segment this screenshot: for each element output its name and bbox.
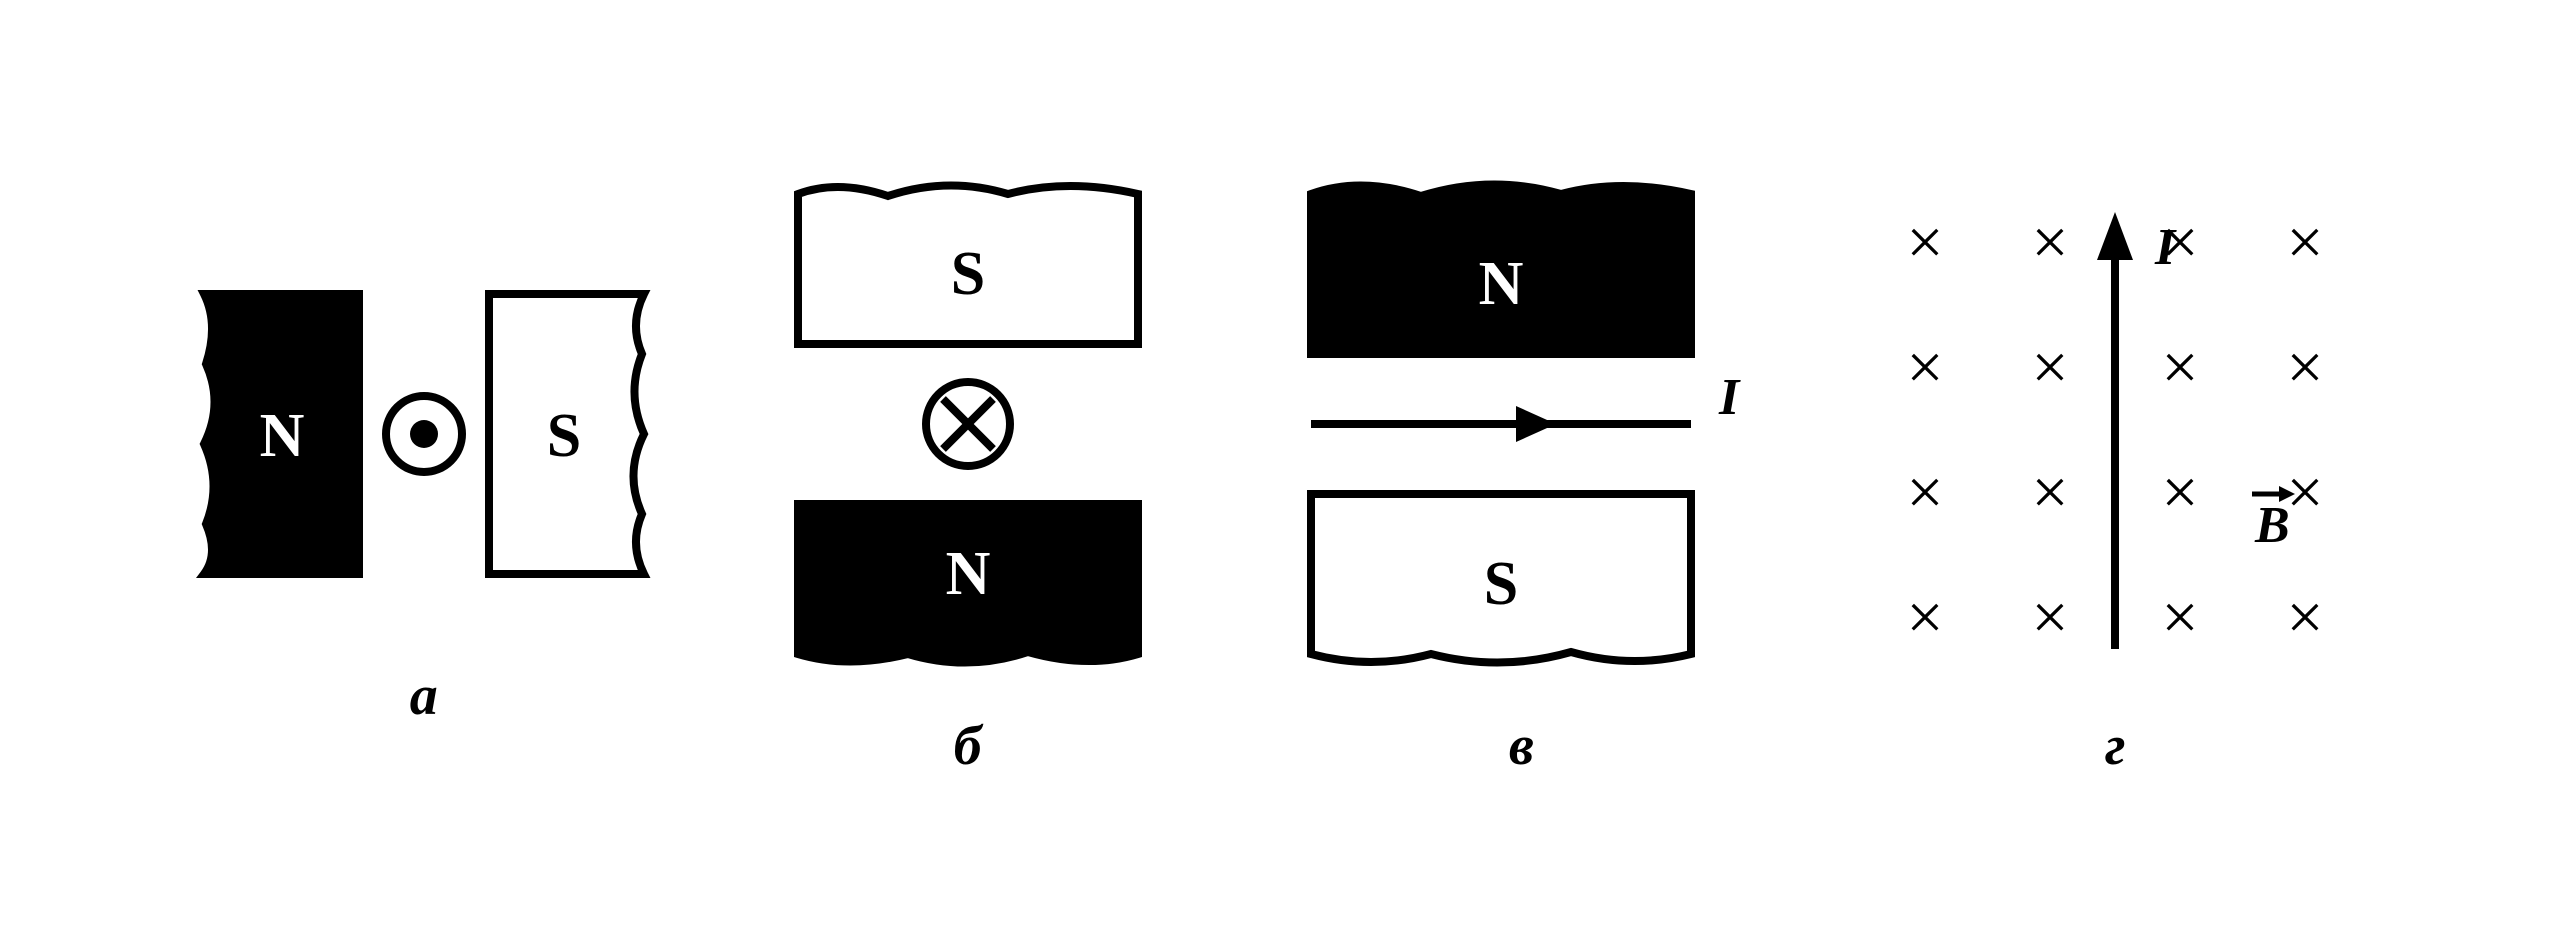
panel-v: N S I в (1281, 164, 1761, 778)
magnet-n-bottom-label: N (945, 540, 990, 608)
magnet-n-top-label: N (1479, 250, 1524, 318)
panel-b-label: б (954, 714, 982, 778)
magnet-s-top-label: S (950, 240, 984, 308)
field-cross: × (2032, 331, 2069, 404)
panel-g-label: г (2105, 714, 2126, 778)
field-cross: × (2287, 581, 2324, 654)
panel-g: × × × × × × × × × × × × × × × × I B г (1855, 164, 2375, 778)
current-arrowhead-up (2097, 212, 2133, 260)
diagram-g: × × × × × × × × × × × × × × × × I B (1855, 164, 2375, 684)
panel-a-label: а (410, 664, 438, 728)
field-cross: × (2287, 206, 2324, 279)
field-cross: × (1907, 456, 1944, 529)
current-arrowhead (1516, 406, 1556, 442)
field-cross: × (2162, 331, 2199, 404)
field-cross: × (2032, 206, 2069, 279)
field-cross: × (2287, 331, 2324, 404)
current-label-I: I (2154, 219, 2177, 276)
panel-b: S N б (748, 164, 1188, 778)
field-cross: × (1907, 206, 1944, 279)
field-cross: × (2162, 456, 2199, 529)
diagram-b: S N (748, 164, 1188, 684)
field-cross: × (2162, 581, 2199, 654)
field-cross: × (1907, 331, 1944, 404)
field-cross: × (1907, 581, 1944, 654)
magnet-n-label: N (259, 402, 304, 470)
current-label-I: I (1718, 369, 1741, 426)
magnet-s-label: S (547, 402, 581, 470)
magnet-s-bottom-label: S (1484, 550, 1518, 618)
field-label-B: B (2254, 497, 2290, 554)
current-out-dot (410, 420, 438, 448)
panel-a: N S а (194, 214, 654, 728)
field-cross: × (2032, 581, 2069, 654)
panel-v-label: в (1509, 714, 1534, 778)
diagram-a: N S (194, 214, 654, 634)
diagram-v: N S I (1281, 164, 1761, 684)
field-cross: × (2032, 456, 2069, 529)
